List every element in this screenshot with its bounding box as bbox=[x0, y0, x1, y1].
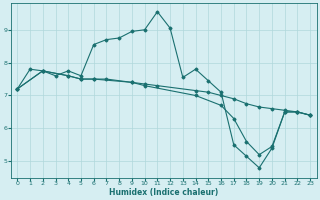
X-axis label: Humidex (Indice chaleur): Humidex (Indice chaleur) bbox=[109, 188, 218, 197]
